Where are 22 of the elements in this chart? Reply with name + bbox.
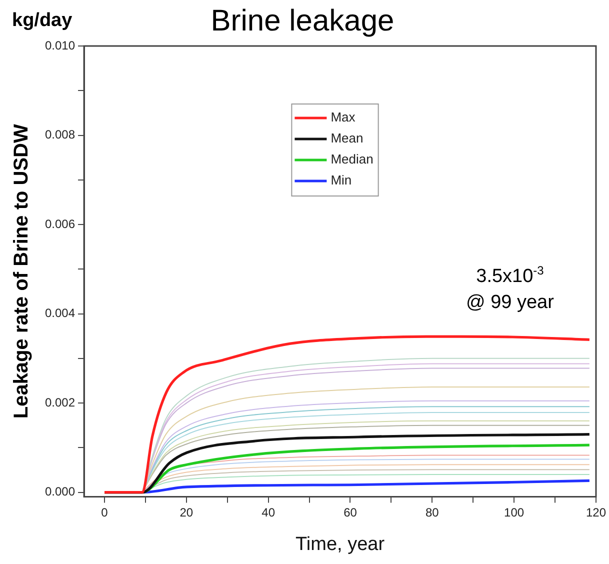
y-axis-title: Leakage rate of Brine to USDW (10, 124, 33, 419)
y-tick-label: 0.004 (45, 306, 76, 320)
x-tick-label: 20 (180, 505, 194, 520)
chart-title: Brine leakage (210, 4, 394, 38)
x-axis-title: Time, year (295, 534, 386, 555)
x-tick-label: 120 (586, 505, 606, 520)
annotation: @ 99 year (466, 292, 555, 314)
y-tick-label: 0.000 (45, 484, 76, 499)
y-tick-label: 0.010 (45, 38, 76, 52)
legend-label: Max (330, 110, 356, 125)
x-tick-label: 40 (262, 505, 276, 520)
y-tick-label: 0.008 (45, 128, 76, 142)
text: kg/day (12, 10, 73, 31)
legend-label: Mean (330, 130, 364, 146)
x-tick-label: 60 (344, 505, 358, 520)
legend-label: Min (330, 172, 352, 188)
legend-label: Median (330, 152, 374, 167)
y-tick-label: 0.002 (45, 395, 76, 410)
y-tick-label: 0.006 (45, 216, 76, 231)
x-tick-label: 100 (504, 505, 524, 520)
x-tick-label: 80 (425, 505, 440, 520)
x-tick-label: 0 (101, 505, 108, 520)
